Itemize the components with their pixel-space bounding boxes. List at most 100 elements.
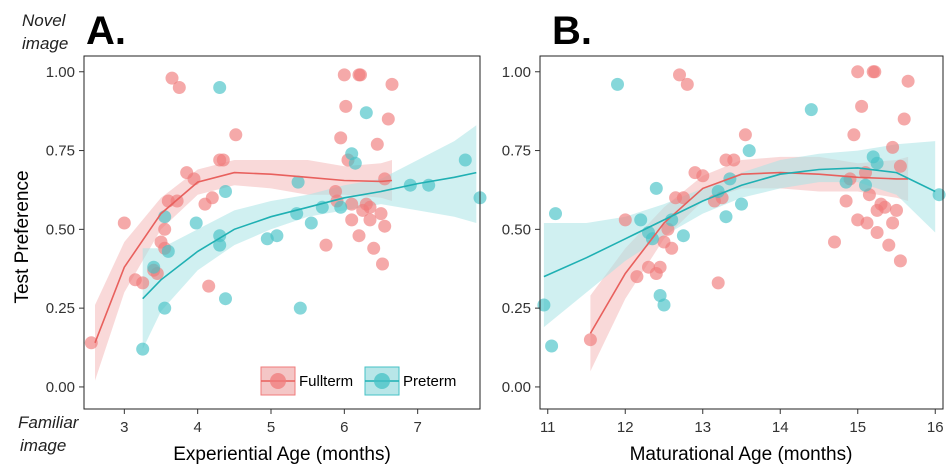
x-tick-label-b-5: 16 [927, 419, 944, 436]
point-preterm-a-5 [189, 216, 203, 230]
fit-line-fullterm-a [94, 171, 393, 344]
point-fullterm-b-5 [653, 260, 667, 274]
panel-a-points [84, 68, 487, 356]
point-preterm-b-11 [676, 229, 690, 243]
point-fullterm-a-43 [363, 213, 377, 227]
point-fullterm-b-20 [738, 128, 752, 142]
x-tick-label-a-1: 4 [193, 419, 201, 436]
x-tick-label-a-3: 6 [340, 419, 348, 436]
point-fullterm-a-25 [339, 99, 353, 113]
panel-b-letter: B. [552, 9, 592, 53]
point-preterm-a-18 [334, 200, 348, 214]
legend-label-fullterm: Fullterm [299, 373, 353, 390]
panel-a-frame [83, 55, 481, 410]
point-preterm-b-1 [545, 339, 559, 353]
point-fullterm-b-37 [893, 159, 907, 173]
point-preterm-b-0 [537, 298, 551, 312]
point-preterm-b-7 [649, 181, 663, 195]
panel-b-frame [539, 55, 944, 410]
x-tick-label-b-0: 11 [540, 419, 556, 436]
point-preterm-b-19 [859, 178, 872, 192]
legend-marker-fullterm [270, 373, 286, 389]
panel-b-confidence-bands [543, 141, 936, 372]
point-fullterm-b-8 [665, 241, 679, 255]
fit-line-preterm-b [543, 167, 936, 278]
point-preterm-a-21 [359, 106, 373, 120]
point-fullterm-b-30 [868, 65, 882, 79]
point-fullterm-a-41 [376, 257, 389, 271]
point-fullterm-a-7 [158, 222, 172, 236]
point-preterm-a-2 [158, 301, 172, 315]
point-fullterm-a-10 [165, 71, 179, 85]
point-fullterm-a-23 [334, 131, 348, 145]
panel-a-x-axis-title: Experiential Age (months) [173, 444, 391, 465]
point-fullterm-a-34 [370, 137, 384, 151]
point-preterm-a-1 [147, 260, 161, 274]
novel-image-label-line2: image [22, 34, 68, 53]
y-tick-label-b-0: 0.00 [502, 379, 531, 396]
point-fullterm-a-35 [374, 207, 388, 221]
point-preterm-b-12 [711, 185, 725, 198]
fit-line-fullterm-b [589, 171, 909, 334]
panel-b-plot: 0.00 0.25 0.50 0.75 1.00 11 12 13 14 15 16 [502, 55, 946, 436]
point-fullterm-b-44 [860, 216, 874, 230]
point-fullterm-b-14 [696, 169, 710, 183]
point-fullterm-b-42 [893, 254, 907, 268]
x-tick-label-b-1: 12 [617, 419, 634, 436]
point-preterm-a-3 [158, 210, 172, 224]
point-fullterm-b-10 [673, 68, 686, 82]
panel-a-y-ticks: 0.00 0.25 0.50 0.75 1.00 [46, 64, 84, 396]
point-fullterm-a-24 [337, 68, 351, 82]
point-preterm-b-15 [735, 197, 748, 211]
point-fullterm-a-44 [378, 219, 392, 233]
point-fullterm-b-12 [680, 77, 694, 91]
y-tick-label-a-2: 0.50 [46, 221, 75, 238]
x-tick-label-b-4: 15 [849, 419, 866, 436]
point-fullterm-a-12 [172, 81, 186, 94]
point-fullterm-a-39 [319, 238, 333, 252]
panel-b-x-ticks: 11 12 13 14 15 16 [540, 409, 944, 436]
point-preterm-a-15 [293, 301, 307, 315]
familiar-image-label-line2: image [20, 436, 66, 455]
point-fullterm-b-35 [886, 140, 900, 154]
point-fullterm-a-38 [385, 77, 399, 91]
point-preterm-b-17 [804, 103, 818, 117]
point-fullterm-a-19 [216, 153, 230, 167]
point-preterm-b-4 [634, 213, 648, 227]
point-fullterm-a-29 [354, 68, 367, 82]
y-tick-label-b-2: 0.50 [502, 221, 531, 238]
point-fullterm-a-40 [345, 213, 359, 227]
y-tick-label-a-3: 0.75 [46, 143, 75, 160]
point-fullterm-a-17 [205, 191, 219, 205]
point-fullterm-b-36 [890, 203, 903, 217]
point-preterm-a-9 [219, 292, 232, 306]
point-preterm-b-2 [549, 207, 562, 221]
y-tick-label-a-4: 1.00 [46, 64, 75, 81]
y-tick-label-b-1: 0.25 [502, 300, 531, 317]
y-tick-label-b-3: 0.75 [502, 143, 531, 160]
point-fullterm-b-1 [618, 213, 632, 227]
point-fullterm-b-11 [676, 191, 690, 205]
point-preterm-a-7 [213, 229, 227, 243]
point-preterm-b-10 [665, 213, 679, 227]
panel-a-letter: A. [86, 9, 126, 53]
point-preterm-b-18 [839, 175, 853, 189]
point-preterm-a-12 [270, 229, 284, 243]
point-fullterm-b-21 [828, 235, 841, 249]
x-tick-label-a-0: 3 [120, 419, 128, 436]
point-fullterm-b-25 [851, 65, 865, 79]
point-fullterm-b-38 [897, 112, 911, 126]
point-preterm-b-21 [870, 156, 884, 170]
point-fullterm-b-41 [870, 226, 884, 239]
band-preterm-a [142, 125, 477, 350]
point-preterm-a-20 [348, 156, 362, 170]
point-fullterm-a-0 [84, 336, 98, 350]
point-fullterm-a-1 [117, 216, 131, 230]
y-axis-title: Test Preference [12, 170, 33, 303]
point-fullterm-b-39 [901, 74, 915, 88]
point-fullterm-b-0 [583, 333, 597, 347]
point-fullterm-a-33 [367, 241, 381, 255]
point-preterm-a-16 [304, 216, 318, 230]
legend-label-preterm: Preterm [403, 373, 456, 390]
